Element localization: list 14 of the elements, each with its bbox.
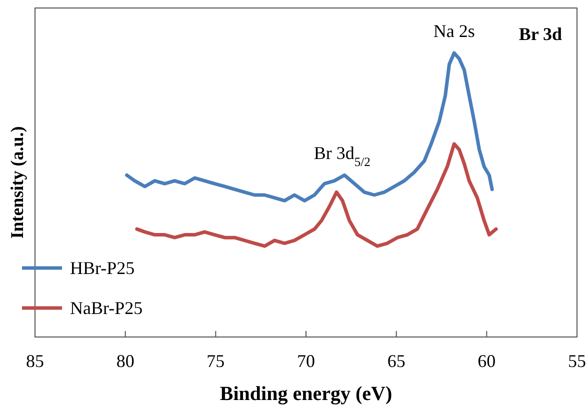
legend-label: NaBr-P25 [70,298,143,318]
chart-title: Br 3d [518,24,562,44]
annotation: Br 3d$_{5/2}$ [314,143,370,170]
x-tick-label: 75 [206,351,225,371]
x-tick-label: 55 [568,351,586,371]
x-tick-label: 70 [297,351,315,371]
x-tick-label: 65 [387,351,406,371]
annotation: Na 2s [433,21,475,41]
y-axis-title: Intensity (a.u.) [7,126,27,239]
x-tick-label: 60 [478,351,496,371]
legend-label: HBr-P25 [70,258,135,278]
x-tick-label: 85 [26,351,44,371]
x-tick-label: 80 [116,351,134,371]
x-axis-title: Binding energy (eV) [220,383,392,405]
